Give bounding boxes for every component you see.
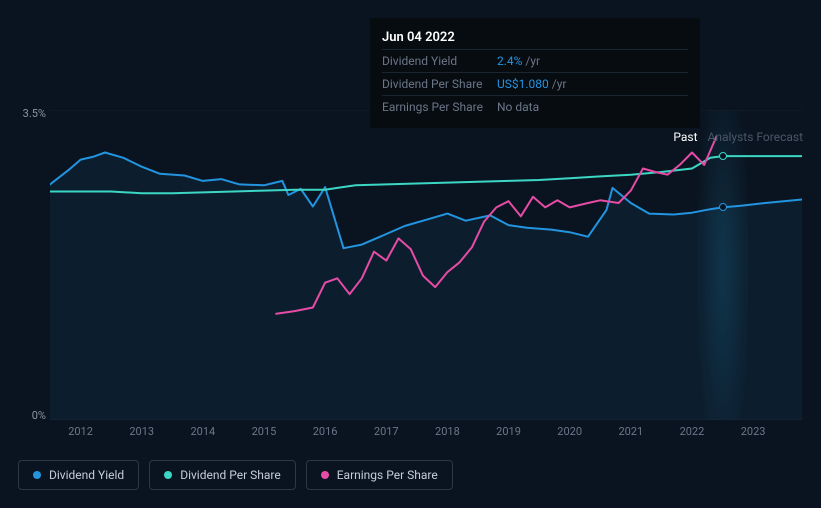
toggle-past[interactable]: Past [673,130,697,144]
x-tick-2017: 2017 [374,425,399,438]
legend-item-dividend-yield[interactable]: Dividend Yield [18,460,139,490]
dividend-per-share-marker [719,152,727,160]
legend-dot-icon [164,471,172,479]
tooltip-date: Jun 04 2022 [382,26,688,49]
chart-legend: Dividend Yield Dividend Per Share Earnings… [18,460,453,490]
x-tick-2012: 2012 [68,425,93,438]
legend-item-dividend-per-share[interactable]: Dividend Per Share [149,460,296,490]
x-tick-2016: 2016 [313,425,338,438]
legend-dot-icon [33,471,41,479]
x-tick-2013: 2013 [129,425,154,438]
tooltip-row: Dividend Yield2.4% /yr [382,49,688,72]
tooltip-row: Earnings Per ShareNo data [382,95,688,118]
tooltip-row-label: Earnings Per Share [382,100,497,114]
x-tick-2014: 2014 [190,425,215,438]
tooltip-row-value: No data [497,100,539,114]
legend-dot-icon [321,471,329,479]
chart-plot-area[interactable] [50,110,802,420]
x-tick-2021: 2021 [618,425,643,438]
y-axis-max-label: 3.5% [23,107,46,120]
legend-label: Dividend Yield [49,468,124,482]
x-tick-2019: 2019 [496,425,521,438]
x-tick-2018: 2018 [435,425,460,438]
tooltip-row-label: Dividend Yield [382,54,497,68]
x-tick-2015: 2015 [252,425,277,438]
tooltip-row: Dividend Per ShareUS$1.080 /yr [382,72,688,95]
x-tick-2023: 2023 [741,425,766,438]
toggle-forecast[interactable]: Analysts Forecast [708,130,803,144]
x-tick-2022: 2022 [680,425,705,438]
view-toggle: Past Analysts Forecast [673,130,803,144]
tooltip-row-value: US$1.080 /yr [497,77,566,91]
x-tick-2020: 2020 [557,425,582,438]
x-axis: 2012 2013 2014 2015 2016 2017 2018 2019 2020 2021… [50,425,802,445]
legend-label: Dividend Per Share [180,468,281,482]
tooltip-row-value: 2.4% /yr [497,54,540,68]
y-axis-min-label: 0% [32,409,46,422]
tooltip-row-label: Dividend Per Share [382,77,497,91]
chart-svg [50,110,802,420]
legend-label: Earnings Per Share [337,468,438,482]
chart-tooltip: Jun 04 2022 Dividend Yield2.4% /yrDivide… [370,18,700,128]
legend-item-earnings-per-share[interactable]: Earnings Per Share [306,460,453,490]
dividend-yield-marker [719,203,727,211]
